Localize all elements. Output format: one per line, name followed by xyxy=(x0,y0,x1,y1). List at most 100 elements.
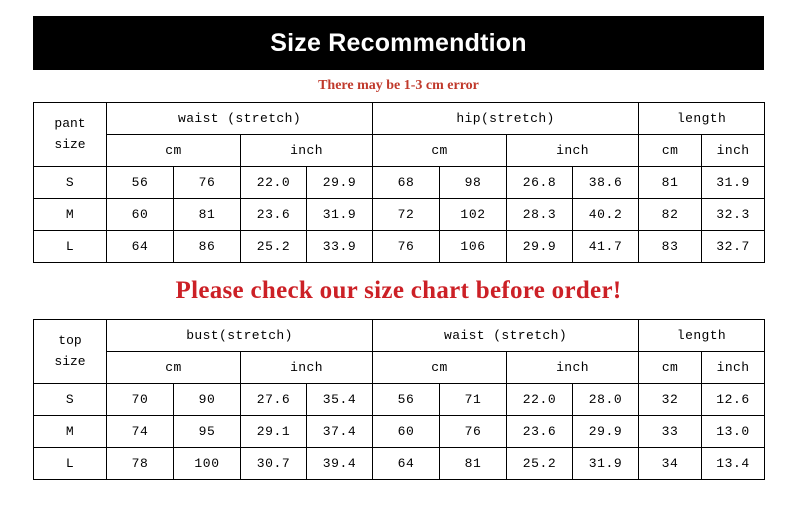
pants-hip-in-min: 26.8 xyxy=(506,166,574,199)
pants-hip-in-max: 40.2 xyxy=(572,198,640,231)
tops-size-table: top size bust(stretch) waist (stretch) l… xyxy=(33,319,766,480)
size-chart-reminder-banner: Please check our size chart before order… xyxy=(33,263,764,319)
tops-waist-cm-max: 71 xyxy=(439,383,507,416)
tops-bust-cm-max: 100 xyxy=(173,447,241,480)
tops-size-corner-line1: top xyxy=(58,333,82,349)
tops-bust-in-min: 27.6 xyxy=(240,383,307,416)
pants-group-header-row: pant size waist (stretch) hip(stretch) l… xyxy=(33,102,766,167)
tops-bust-in-max: 37.4 xyxy=(306,415,373,448)
tops-length-in: 13.4 xyxy=(701,447,766,480)
tops-bust-in-min: 29.1 xyxy=(240,415,307,448)
pants-length-in: 32.7 xyxy=(701,230,766,263)
pants-size-corner-line2: size xyxy=(54,136,86,152)
measurement-error-text: There may be 1-3 cm error xyxy=(318,78,479,93)
tops-row-size: S xyxy=(33,383,107,416)
pants-waist-in-max: 33.9 xyxy=(305,230,374,263)
pants-length-in: 31.9 xyxy=(701,166,766,199)
pants-length-unit-inch: inch xyxy=(701,134,766,167)
tops-waist-in-min: 22.0 xyxy=(506,383,573,416)
tops-group-bust: bust(stretch) xyxy=(106,319,373,352)
pants-unit-header-row: cm inch cm inch cm inch xyxy=(34,134,766,167)
pants-hip-in-min: 28.3 xyxy=(506,198,574,231)
tops-size-corner: top size xyxy=(33,319,107,384)
tops-bust-unit-cm: cm xyxy=(106,351,241,384)
pants-hip-cm-max: 98 xyxy=(439,166,508,199)
pants-group-waist: waist (stretch) xyxy=(105,102,374,135)
tops-bust-cm-min: 70 xyxy=(106,383,174,416)
tops-row-size: M xyxy=(33,415,107,448)
pants-hip-in-max: 38.6 xyxy=(572,166,640,199)
tops-bust-in-max: 35.4 xyxy=(306,383,373,416)
tops-waist-unit-inch: inch xyxy=(505,351,640,384)
tops-length-cm: 33 xyxy=(638,415,703,448)
pants-waist-cm-max: 76 xyxy=(173,166,241,199)
tops-unit-header-row: cm inch cm inch cm inch xyxy=(34,351,766,384)
pants-hip-in-min: 29.9 xyxy=(506,230,574,263)
pants-hip-cm-max: 106 xyxy=(439,230,508,263)
tops-bust-in-min: 30.7 xyxy=(240,447,307,480)
table-row: S 56 76 22.0 29.9 68 98 26.8 38.6 81 31.… xyxy=(33,166,766,199)
pants-hip-cm-min: 68 xyxy=(372,166,441,199)
pants-size-table: pant size waist (stretch) hip(stretch) l… xyxy=(33,102,766,263)
tops-group-length: length xyxy=(638,319,766,352)
tops-length-in: 12.6 xyxy=(701,383,766,416)
pants-size-corner-line1: pant xyxy=(54,116,86,132)
pants-waist-unit-inch: inch xyxy=(239,134,374,167)
pants-waist-cm-min: 64 xyxy=(106,230,174,263)
pants-row-size: L xyxy=(33,230,107,263)
pants-length-unit-cm: cm xyxy=(638,134,703,167)
tops-bust-cm-min: 78 xyxy=(106,447,174,480)
pants-length-cm: 82 xyxy=(638,198,703,231)
tops-length-unit-inch: inch xyxy=(701,351,766,384)
table-row: L 64 86 25.2 33.9 76 106 29.9 41.7 83 32… xyxy=(33,230,766,263)
pants-length-cm: 81 xyxy=(638,166,703,199)
table-row: L 78 100 30.7 39.4 64 81 25.2 31.9 34 13… xyxy=(33,447,766,480)
tops-waist-cm-min: 64 xyxy=(372,447,440,480)
tops-length-cm: 34 xyxy=(638,447,703,480)
pants-size-corner: pant size xyxy=(33,102,107,167)
pants-row-size: S xyxy=(33,166,107,199)
tops-waist-cm-min: 56 xyxy=(372,383,440,416)
pants-waist-unit-cm: cm xyxy=(106,134,241,167)
tops-bust-in-max: 39.4 xyxy=(306,447,373,480)
pants-waist-in-max: 29.9 xyxy=(305,166,374,199)
pants-length-in: 32.3 xyxy=(701,198,766,231)
pants-waist-in-min: 23.6 xyxy=(240,198,307,231)
tops-bust-cm-max: 90 xyxy=(173,383,241,416)
pants-length-cm: 83 xyxy=(638,230,703,263)
page-title: Size Recommendtion xyxy=(270,28,527,57)
size-chart-reminder-text: Please check our size chart before order… xyxy=(175,277,622,304)
pants-hip-unit-inch: inch xyxy=(506,134,640,167)
tops-waist-unit-cm: cm xyxy=(372,351,507,384)
pants-waist-cm-min: 56 xyxy=(106,166,174,199)
pants-waist-in-max: 31.9 xyxy=(305,198,374,231)
tops-waist-cm-min: 60 xyxy=(372,415,440,448)
tops-group-waist: waist (stretch) xyxy=(371,319,640,352)
pants-waist-in-min: 25.2 xyxy=(240,230,307,263)
pants-waist-in-min: 22.0 xyxy=(240,166,307,199)
pants-hip-cm-max: 102 xyxy=(439,198,508,231)
tops-bust-cm-min: 74 xyxy=(106,415,174,448)
tops-size-corner-line2: size xyxy=(54,353,86,369)
tops-row-size: L xyxy=(33,447,107,480)
pants-hip-in-max: 41.7 xyxy=(572,230,640,263)
tops-length-cm: 32 xyxy=(638,383,703,416)
pants-group-hip: hip(stretch) xyxy=(372,102,640,135)
tops-bust-cm-max: 95 xyxy=(173,415,241,448)
tops-waist-in-min: 23.6 xyxy=(506,415,573,448)
tops-waist-cm-max: 76 xyxy=(439,415,507,448)
pants-waist-cm-max: 81 xyxy=(173,198,241,231)
tops-waist-in-max: 28.0 xyxy=(571,383,640,416)
tops-waist-cm-max: 81 xyxy=(439,447,507,480)
tops-length-unit-cm: cm xyxy=(638,351,703,384)
pants-group-length: length xyxy=(638,102,766,135)
tops-bust-unit-inch: inch xyxy=(240,351,373,384)
tops-waist-in-max: 29.9 xyxy=(571,415,640,448)
table-row: S 70 90 27.6 35.4 56 71 22.0 28.0 32 12.… xyxy=(33,383,766,416)
chart-title-banner: Size Recommendtion xyxy=(33,16,764,70)
table-row: M 60 81 23.6 31.9 72 102 28.3 40.2 82 32… xyxy=(33,198,766,231)
pants-waist-cm-min: 60 xyxy=(106,198,174,231)
pants-row-size: M xyxy=(33,198,107,231)
table-row: M 74 95 29.1 37.4 60 76 23.6 29.9 33 13.… xyxy=(33,415,766,448)
tops-group-header-row: top size bust(stretch) waist (stretch) l… xyxy=(33,319,766,384)
